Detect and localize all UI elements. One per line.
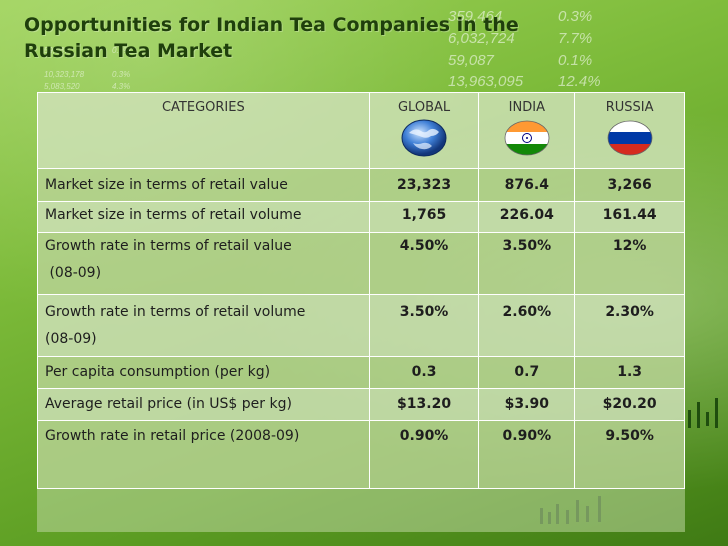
table-row: Average retail price (in US$ per kg) $13… — [37, 388, 685, 421]
russia-flag-icon — [607, 120, 653, 156]
table-row: Per capita consumption (per kg) 0.3 0.7 … — [37, 356, 685, 389]
cell-global: $13.20 — [368, 388, 480, 421]
row-label-line1: Growth rate in terms of retail volume — [45, 304, 306, 320]
row-label-line2: (08-09) — [45, 265, 102, 281]
ticker-percent: 7.7% — [558, 30, 593, 47]
ticker-percent: 0.3% — [558, 8, 593, 25]
header-categories: CATEGORIES — [37, 92, 370, 169]
ticker-small: 4.3% — [112, 82, 131, 91]
table-header-row: CATEGORIES GLOBAL I — [37, 92, 685, 169]
header-india: INDIA — [478, 92, 576, 169]
table-row: Market size in terms of retail volume 1,… — [37, 201, 685, 233]
ticker-percent: 12.4% — [558, 73, 601, 90]
ticker-small: 59,087 — [44, 46, 69, 55]
cell-india: 0.90% — [478, 420, 576, 489]
cell-russia: $20.20 — [574, 388, 685, 421]
slide-title: Opportunities for Indian Tea Companies i… — [24, 12, 624, 64]
ticker-value: 13,963,095 — [448, 73, 524, 90]
ticker-small: 10,323,178 — [44, 70, 85, 79]
ticker-percent: 0.1% — [558, 52, 593, 69]
table-row: Growth rate in retail price (2008-09) 0.… — [37, 420, 685, 489]
ticker-value: 6,032,724 — [448, 30, 515, 47]
header-global: GLOBAL — [368, 92, 480, 169]
cell-india: 226.04 — [478, 201, 576, 233]
cell-india: 0.7 — [478, 356, 576, 389]
row-label: Growth rate in retail price (2008-09) — [37, 420, 370, 489]
cell-india: 2.60% — [478, 294, 576, 357]
cell-global: 0.3 — [368, 356, 480, 389]
cell-global: 23,323 — [368, 168, 480, 202]
ticker-small: 0.3% — [112, 70, 131, 79]
cell-russia: 2.30% — [574, 294, 685, 357]
header-india-label: INDIA — [508, 100, 545, 115]
table-row: Market size in terms of retail value 23,… — [37, 168, 685, 202]
row-label: Growth rate in terms of retail volume (0… — [37, 294, 370, 357]
cell-russia: 3,266 — [574, 168, 685, 202]
ticker-value: 59,087 — [448, 52, 494, 69]
cell-india: 3.50% — [478, 232, 576, 295]
row-label: Market size in terms of retail value — [37, 168, 370, 202]
cell-india: 876.4 — [478, 168, 576, 202]
header-russia: RUSSIA — [574, 92, 685, 169]
ticker-small: 5,083,520 — [44, 82, 80, 91]
row-label-line2: (08-09) — [45, 331, 97, 347]
slide-title-line: Russian Tea Market — [24, 40, 233, 62]
row-label-line1: Growth rate in terms of retail value — [45, 238, 292, 254]
header-global-label: GLOBAL — [397, 100, 451, 115]
india-flag-icon — [504, 120, 550, 156]
tea-market-table: CATEGORIES GLOBAL I — [37, 92, 685, 489]
ticker-value: 359,464 — [448, 8, 503, 25]
cell-global: 0.90% — [368, 420, 480, 489]
ticker-small: 0.1% — [112, 46, 131, 55]
cell-russia: 1.3 — [574, 356, 685, 389]
cell-global: 3.50% — [368, 294, 480, 357]
row-label: Per capita consumption (per kg) — [37, 356, 370, 389]
cell-india: $3.90 — [478, 388, 576, 421]
globe-icon — [401, 119, 447, 157]
cell-russia: 161.44 — [574, 201, 685, 233]
cell-global: 4.50% — [368, 232, 480, 295]
table-row: Growth rate in terms of retail volume (0… — [37, 294, 685, 357]
cell-global: 1,765 — [368, 201, 480, 233]
cell-russia: 9.50% — [574, 420, 685, 489]
row-label: Market size in terms of retail volume — [37, 201, 370, 233]
row-label: Average retail price (in US$ per kg) — [37, 388, 370, 421]
header-russia-label: RUSSIA — [605, 100, 654, 115]
table-row: Growth rate in terms of retail value (08… — [37, 232, 685, 295]
cell-russia: 12% — [574, 232, 685, 295]
row-label: Growth rate in terms of retail value (08… — [37, 232, 370, 295]
slide-title-line: Opportunities for Indian Tea Companies i… — [24, 14, 519, 36]
